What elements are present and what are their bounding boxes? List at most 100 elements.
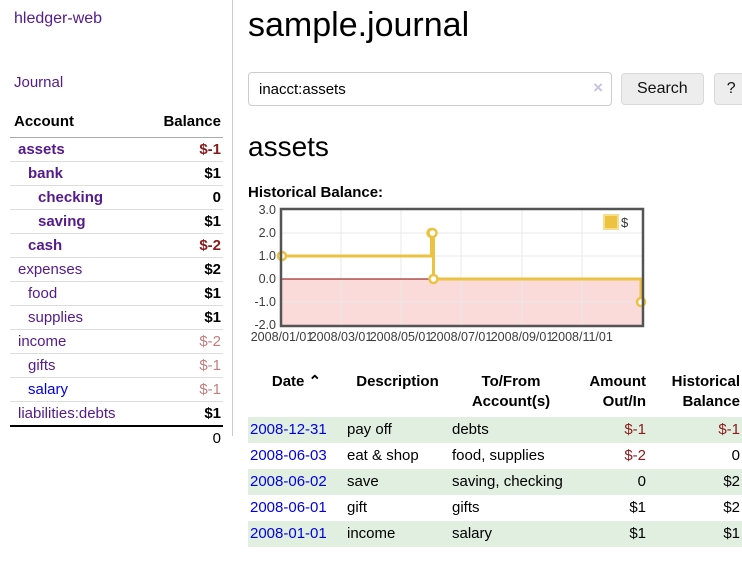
accounts-header-account: Account	[10, 111, 143, 138]
transaction-description: save	[347, 473, 379, 490]
transaction-description: income	[347, 525, 396, 542]
account-balance: $-2	[142, 233, 223, 258]
account-link[interactable]: supplies	[28, 309, 84, 326]
account-balance: $-2	[142, 329, 223, 354]
transaction-date-link[interactable]: 2008-06-01	[250, 499, 327, 516]
search-button[interactable]: Search	[621, 73, 704, 105]
x-tick-label: 2008/07/01	[430, 330, 493, 344]
account-row: supplies $1	[10, 305, 223, 330]
data-point-marker	[428, 273, 439, 285]
chart-svg: $3.0 2.0 1.0 0.0 -1.0 -2.02008/01/012008/03/0…	[251, 203, 647, 344]
legend-label: $	[621, 215, 629, 230]
transaction-balance: $2	[723, 499, 740, 516]
account-row: saving $1	[10, 209, 223, 234]
transaction-date-link[interactable]: 2008-01-01	[250, 525, 327, 542]
accounts-table: Account Balance assets $-1 bank $1 checking 0…	[10, 111, 223, 449]
sidebar: hledger-web Journal Account Balance asse…	[0, 0, 233, 547]
account-row: food $1	[10, 281, 223, 306]
account-balance: $1	[142, 305, 223, 330]
transaction-date-link[interactable]: 2008-12-31	[250, 421, 327, 438]
register-header-amount: Amount Out/In	[589, 373, 646, 410]
account-link[interactable]: assets	[18, 141, 65, 158]
account-balance: $-1	[142, 353, 223, 378]
sidebar-divider	[232, 0, 233, 436]
account-link[interactable]: checking	[38, 189, 104, 206]
account-link[interactable]: bank	[28, 165, 64, 182]
x-tick-label: 2008/03/01	[310, 330, 373, 344]
transaction-accounts: saving, checking	[452, 473, 563, 490]
app-title-link[interactable]: hledger-web	[14, 10, 103, 27]
data-point-marker	[427, 227, 438, 239]
register-row: 2008-12-31 pay off debts $-1 $-1	[248, 417, 742, 443]
register-header-accounts: To/From Account(s)	[471, 373, 551, 410]
sidebar-item-journal[interactable]: Journal	[14, 74, 64, 91]
account-balance: $1	[142, 161, 223, 186]
x-tick-label: 2008/09/01	[491, 330, 554, 344]
x-tick-label: 2008/11/01	[551, 330, 613, 344]
transaction-amount: $-1	[624, 421, 646, 438]
account-balance: $-1	[142, 377, 223, 402]
transaction-balance: $1	[723, 525, 740, 542]
y-tick-label: 0.0	[259, 272, 276, 286]
y-tick-label: 3.0	[259, 203, 276, 217]
transaction-description: eat & shop	[347, 447, 419, 464]
transaction-amount: $1	[629, 525, 646, 542]
account-link[interactable]: cash	[28, 237, 63, 254]
y-tick-label: -1.0	[254, 295, 276, 309]
transaction-accounts: food, supplies	[452, 447, 545, 464]
transaction-amount: $1	[629, 499, 646, 516]
page-title: sample.journal	[248, 6, 470, 44]
clear-search-icon[interactable]: ×	[593, 78, 603, 97]
transaction-accounts: gifts	[452, 499, 480, 516]
accounts-header-balance: Balance	[142, 111, 223, 138]
register-row: 2008-01-01 income salary $1 $1	[248, 521, 742, 547]
transaction-accounts: debts	[452, 421, 489, 438]
account-balance: $1	[204, 405, 221, 422]
x-tick-label: 2008/01/01	[251, 330, 314, 344]
account-link[interactable]: salary	[28, 381, 69, 398]
register-row: 2008-06-03 eat & shop food, supplies $-2 0	[248, 443, 742, 469]
search-input[interactable]	[248, 72, 612, 106]
transaction-balance: 0	[731, 447, 740, 464]
y-tick-label: 1.0	[259, 249, 276, 263]
y-tick-label: -2.0	[254, 318, 276, 332]
account-link[interactable]: gifts	[28, 357, 56, 374]
x-tick-label: 2008/05/01	[370, 330, 433, 344]
register-row: 2008-06-01 gift gifts $1 $2	[248, 495, 742, 521]
register-header-description: Description	[356, 373, 439, 390]
account-heading: assets	[248, 131, 329, 162]
transaction-amount: $-2	[624, 447, 646, 464]
account-link[interactable]: liabilities:debts	[18, 405, 116, 422]
help-button[interactable]: ?	[713, 73, 742, 105]
account-row: bank $1	[10, 161, 223, 186]
search-form: × Search ?	[248, 72, 742, 106]
account-balance: 0	[142, 185, 223, 210]
register-table: Date ⌃ Description To/From Account(s) Amount…	[248, 370, 742, 547]
transaction-date-link[interactable]: 2008-06-03	[250, 447, 327, 464]
main-content: sample.journal × Search ? assets Histori…	[233, 0, 742, 547]
account-row: gifts $-1	[10, 353, 223, 378]
account-link[interactable]: food	[28, 285, 58, 302]
account-balance: $2	[142, 257, 223, 282]
account-balance: $1	[142, 281, 223, 306]
chart-label: Historical Balance:	[248, 184, 384, 201]
account-row: expenses $2	[10, 257, 223, 282]
transaction-amount: 0	[637, 473, 646, 490]
account-row: cash $-2	[10, 233, 223, 258]
historical-balance-chart: $3.0 2.0 1.0 0.0 -1.0 -2.0 2008/01/01 2008/03/0…	[248, 203, 728, 349]
legend-swatch	[603, 214, 619, 230]
accounts-total-row: 0	[10, 425, 223, 449]
transaction-balance: $-1	[718, 421, 740, 438]
account-link[interactable]: income	[18, 333, 67, 350]
transaction-description: gift	[347, 499, 368, 516]
account-row: salary $-1	[10, 377, 223, 402]
account-balance: $1	[142, 209, 223, 234]
account-row: checking 0	[10, 185, 223, 210]
account-row: income $-2	[10, 329, 223, 354]
register-header-date[interactable]: Date ⌃	[271, 373, 322, 390]
account-link[interactable]: expenses	[18, 261, 83, 278]
transaction-date-link[interactable]: 2008-06-02	[250, 473, 327, 490]
account-link[interactable]: saving	[38, 213, 86, 230]
transaction-description: pay off	[347, 421, 392, 438]
account-row: liabilities:debts $1	[10, 402, 223, 427]
